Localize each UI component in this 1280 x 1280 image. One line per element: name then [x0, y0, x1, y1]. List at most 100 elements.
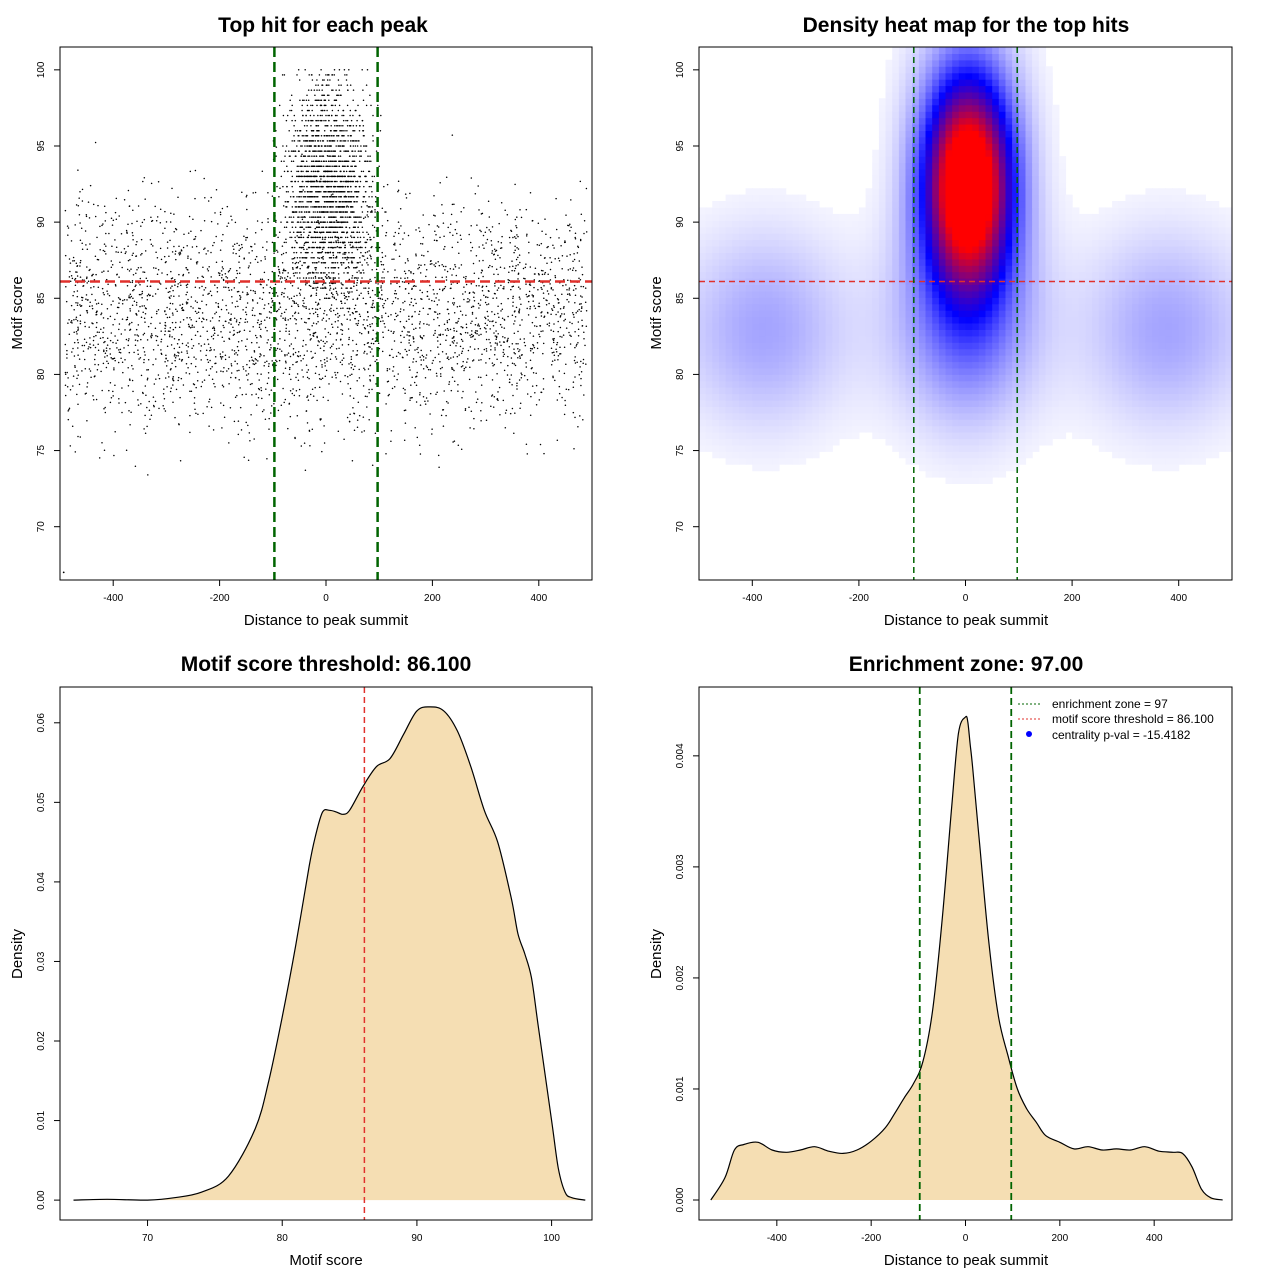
- scatter-point: [554, 275, 556, 277]
- scatter-point: [152, 245, 154, 247]
- scatter-point: [306, 190, 309, 193]
- scatter-point: [393, 292, 396, 295]
- scatter-point: [445, 353, 448, 355]
- scatter-point: [524, 277, 526, 280]
- scatter-point: [322, 261, 325, 264]
- scatter-point: [515, 342, 517, 345]
- scatter-point: [271, 336, 273, 339]
- scatter-point: [298, 206, 300, 208]
- scatter-point: [550, 363, 553, 366]
- scatter-point: [102, 317, 105, 319]
- scatter-point: [210, 335, 213, 338]
- scatter-point: [175, 321, 177, 324]
- scatter-point: [314, 386, 316, 389]
- scatter-point: [202, 412, 204, 415]
- scatter-point: [493, 354, 496, 356]
- scatter-point: [116, 347, 118, 349]
- scatter-point: [342, 190, 345, 193]
- scatter-point: [308, 190, 310, 193]
- scatter-point: [253, 351, 256, 353]
- scatter-point: [545, 304, 548, 306]
- scatter-point: [576, 310, 579, 312]
- scatter-point: [210, 349, 212, 351]
- scatter-point: [129, 293, 132, 296]
- scatter-point: [222, 351, 224, 353]
- scatter-point: [323, 119, 325, 122]
- scatter-point: [310, 350, 312, 353]
- scatter-point: [275, 291, 278, 294]
- scatter-point: [344, 190, 346, 193]
- scatter-point: [296, 170, 298, 173]
- scatter-point: [136, 220, 138, 223]
- scatter-point: [298, 79, 301, 81]
- scatter-point: [195, 358, 197, 360]
- scatter-point: [341, 363, 343, 366]
- scatter-point: [318, 378, 321, 380]
- scatter-point: [79, 239, 82, 242]
- scatter-point: [343, 241, 346, 244]
- scatter-point: [370, 280, 372, 283]
- scatter-point: [333, 69, 336, 71]
- scatter-point: [464, 331, 467, 334]
- scatter-point: [282, 372, 285, 374]
- scatter-point: [245, 348, 248, 351]
- scatter-point: [337, 190, 340, 193]
- scatter-point: [349, 291, 351, 293]
- scatter-point: [302, 114, 304, 117]
- scatter-point: [203, 379, 206, 381]
- scatter-point: [352, 211, 354, 213]
- scatter-point: [526, 453, 529, 455]
- scatter-point: [324, 328, 326, 330]
- scatter-point: [289, 415, 292, 418]
- scatter-point: [348, 363, 350, 365]
- scatter-point: [283, 241, 286, 244]
- scatter-point: [578, 308, 580, 311]
- scatter-point: [68, 407, 71, 409]
- scatter-point: [348, 292, 350, 294]
- scatter-point: [367, 290, 369, 293]
- scatter-point: [288, 216, 291, 218]
- scatter-point: [337, 237, 340, 239]
- scatter-point: [315, 155, 318, 157]
- scatter-point: [381, 251, 383, 254]
- scatter-point: [484, 322, 487, 325]
- scatter-point: [493, 248, 496, 251]
- scatter-point: [101, 224, 103, 227]
- scatter-point: [334, 313, 337, 316]
- scatter-point: [532, 300, 534, 302]
- scatter-point: [276, 360, 278, 363]
- scatter-point: [312, 211, 315, 213]
- scatter-point: [469, 427, 471, 429]
- scatter-point: [263, 409, 265, 411]
- scatter-point: [171, 336, 173, 338]
- scatter-point: [459, 345, 462, 348]
- scatter-point: [127, 339, 130, 342]
- scatter-point: [101, 271, 103, 273]
- scatter-point: [491, 310, 493, 313]
- scatter-point: [314, 275, 317, 278]
- scatter-point: [301, 104, 303, 107]
- scatter-point: [243, 235, 245, 237]
- scatter-point: [218, 316, 221, 318]
- scatter-point: [349, 201, 351, 203]
- scatter-point: [339, 160, 341, 162]
- scatter-point: [144, 354, 146, 356]
- scatter-point: [307, 221, 310, 223]
- scatter-point: [77, 326, 79, 328]
- scatter-point: [352, 180, 354, 183]
- scatter-point: [130, 295, 133, 298]
- scatter-point: [312, 180, 315, 183]
- scatter-point: [423, 254, 425, 257]
- scatter-point: [331, 135, 333, 137]
- scatter-point: [538, 274, 540, 276]
- scatter-point: [171, 312, 174, 314]
- scatter-point: [296, 145, 298, 147]
- scatter-point: [239, 406, 242, 409]
- scatter-point: [284, 287, 286, 290]
- scatter-point: [463, 369, 465, 372]
- scatter-point: [517, 256, 519, 259]
- scatter-point: [230, 363, 233, 365]
- scatter-point: [335, 376, 337, 379]
- scatter-point: [194, 197, 196, 200]
- scatter-point: [457, 390, 459, 392]
